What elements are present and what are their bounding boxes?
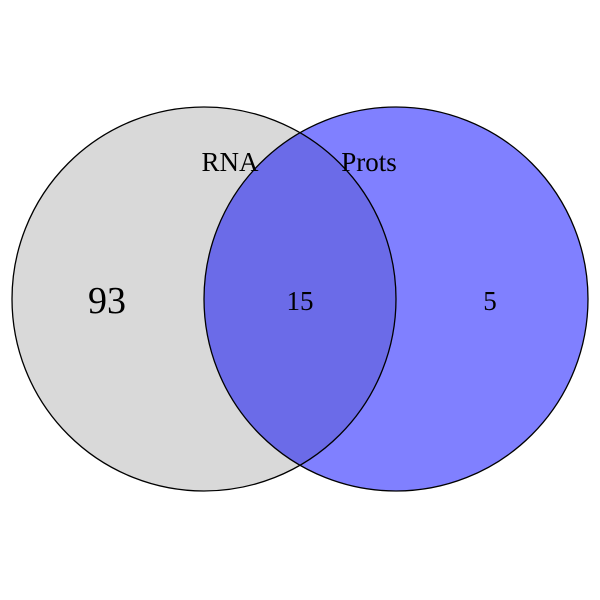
overlap-region <box>204 107 396 491</box>
rna-circle-outline <box>11 106 397 492</box>
prots-circle-outline <box>203 106 589 492</box>
overlap-count: 15 <box>287 286 314 316</box>
rna-only-count: 93 <box>88 280 126 322</box>
prots-set-label: Prots <box>341 147 397 177</box>
rna-set-label: RNA <box>201 147 259 177</box>
prots-only-count: 5 <box>483 286 497 316</box>
